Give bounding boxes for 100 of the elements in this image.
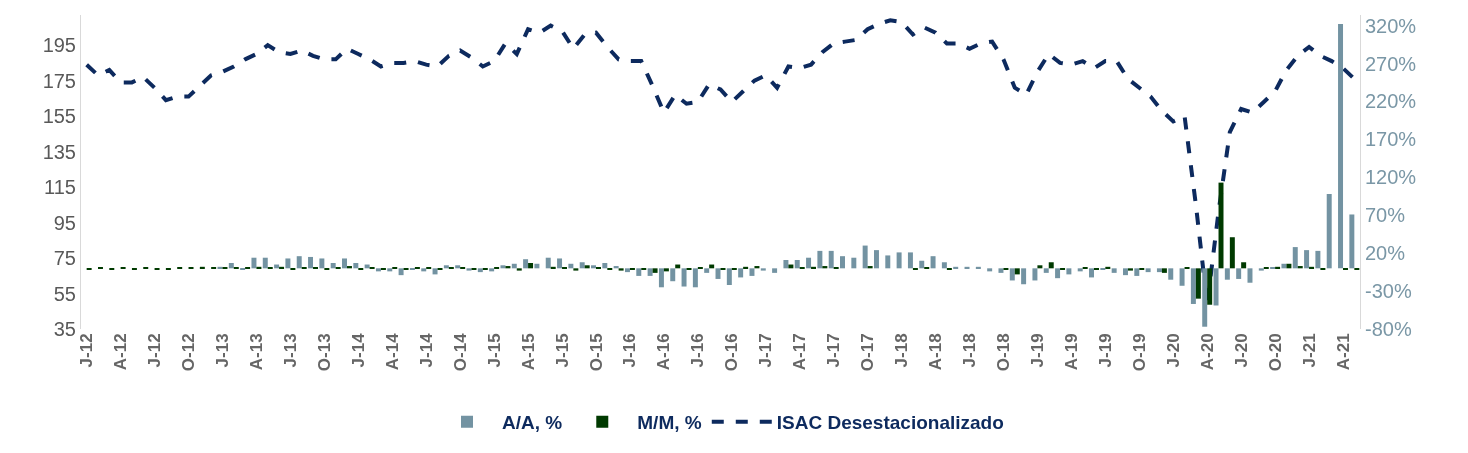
bar: [738, 268, 744, 278]
bar: [523, 259, 529, 269]
bar: [743, 266, 749, 269]
bar: [1021, 268, 1027, 285]
x-tick-label: J-17: [824, 333, 844, 368]
bar: [256, 266, 262, 269]
x-tick-label: O-12: [179, 333, 199, 372]
bar: [1304, 250, 1310, 269]
x-tick-label: J-20: [1231, 333, 1251, 368]
x-tick-label: A-18: [926, 333, 946, 371]
x-tick-label: A-21: [1333, 333, 1353, 371]
bar: [867, 266, 873, 269]
x-tick-label: J-12: [145, 333, 165, 368]
bar: [557, 258, 563, 269]
bar: [647, 268, 653, 276]
bar: [1236, 268, 1242, 279]
legend-label: M/M, %: [637, 412, 702, 434]
bar: [1195, 268, 1201, 299]
x-tick-label: A-17: [790, 333, 810, 371]
bar: [1229, 237, 1235, 269]
bar: [772, 268, 778, 273]
bar: [1105, 266, 1111, 269]
bar: [346, 266, 352, 269]
bar: [1009, 268, 1015, 281]
y-tick-label: 55: [53, 282, 76, 305]
x-tick-label: A-16: [654, 333, 674, 371]
bar: [613, 266, 619, 269]
bar: [760, 268, 766, 271]
y2-tick-label: -30%: [1365, 280, 1412, 303]
bar: [953, 266, 959, 269]
y-tick-label: 115: [44, 176, 76, 199]
bar: [975, 266, 981, 269]
bar: [579, 262, 585, 269]
bar: [1297, 266, 1303, 269]
bar: [516, 268, 522, 271]
y-tick-label: 195: [42, 34, 76, 57]
x-tick-label: O-19: [1129, 333, 1149, 372]
bar: [1258, 268, 1264, 271]
bar: [885, 255, 891, 269]
bar: [794, 259, 800, 269]
bar: [783, 259, 789, 269]
bar: [1156, 268, 1162, 273]
bar: [1048, 262, 1054, 269]
bar: [987, 268, 993, 272]
bar: [550, 266, 556, 269]
bar: [1275, 266, 1281, 269]
bar: [715, 268, 721, 279]
bar: [573, 268, 579, 271]
bar: [652, 268, 658, 273]
bar: [851, 257, 857, 269]
bar: [1134, 268, 1140, 276]
bar: [1145, 268, 1151, 273]
x-tick-label: J-20: [1163, 333, 1183, 368]
bar: [1241, 262, 1247, 269]
bar: [862, 245, 868, 269]
bar: [681, 268, 687, 287]
bar: [602, 263, 608, 269]
y2-tick-label: 20%: [1365, 242, 1406, 265]
bar: [749, 268, 755, 276]
bar: [308, 256, 314, 269]
bar: [1037, 265, 1043, 269]
x-tick-label: J-18: [960, 333, 980, 368]
bar: [1014, 268, 1020, 275]
bar: [964, 266, 970, 269]
bar: [624, 268, 630, 273]
bar: [840, 256, 845, 269]
x-tick-label: J-16: [688, 333, 708, 368]
bar: [489, 268, 495, 272]
x-tick-label: J-21: [1299, 333, 1319, 368]
bar: [319, 258, 325, 269]
bar: [1168, 268, 1174, 280]
bar: [455, 265, 461, 269]
bar: [692, 268, 698, 288]
x-tick-label: O-16: [722, 333, 742, 372]
bar: [1066, 268, 1072, 275]
bar: [398, 268, 404, 276]
bar: [1309, 266, 1315, 269]
bar: [1207, 268, 1213, 305]
bar: [1213, 268, 1219, 306]
x-tick-label: A-15: [518, 333, 538, 371]
y2-tick-label: 70%: [1365, 204, 1406, 227]
x-tick-label: J-19: [1095, 333, 1115, 368]
bar: [1179, 268, 1185, 286]
bar: [663, 268, 669, 272]
bar: [754, 266, 760, 269]
bar: [1202, 268, 1208, 327]
bar: [726, 268, 732, 286]
y2-tick-label: 320%: [1365, 14, 1417, 37]
bar: [262, 257, 268, 269]
bar: [353, 263, 359, 269]
bar: [1315, 250, 1321, 269]
legend-label: ISAC Desestacionalizado: [776, 412, 1004, 434]
bar: [636, 268, 642, 276]
bar: [342, 258, 347, 269]
bar: [919, 260, 925, 269]
x-tick-label: J-13: [280, 333, 300, 368]
bar: [817, 250, 823, 269]
bar: [998, 268, 1004, 273]
bar: [432, 268, 438, 275]
bar: [1326, 194, 1332, 269]
